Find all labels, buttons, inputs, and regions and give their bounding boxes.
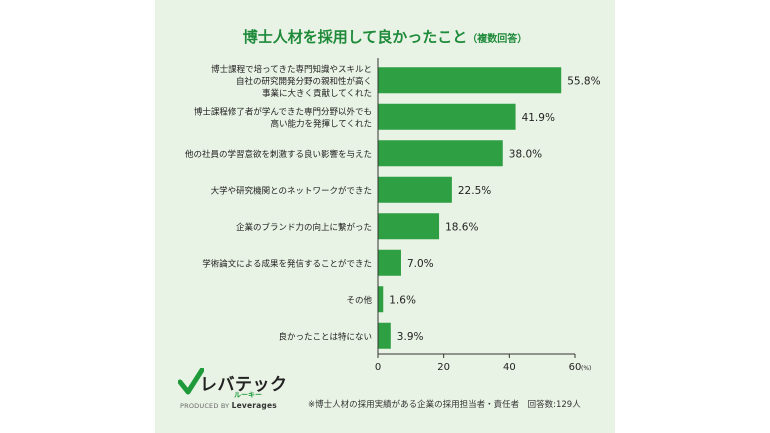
category-label: 学術論文による成果を発信することができた [202,258,372,269]
x-axis-unit: (%) [581,365,591,372]
category-label: 良かったことは特にない [278,331,372,342]
category-label: 博士課程修了者が学んできた専門分野以外でも [194,106,372,117]
data-label: 7.0% [407,258,434,270]
category-label: その他 [346,295,372,306]
checkmark-logo-icon [178,368,204,395]
chart-title-main: 博士人材を採用して良かったこと [243,28,468,46]
bar [378,249,401,276]
bar [378,67,562,94]
bar [378,286,384,313]
category-label: 他の社員の学習意欲を刺激する良い影響を与えた [185,149,372,160]
bar [378,322,391,349]
logo-produced-by: PRODUCED BY Leverages [180,401,277,410]
x-tick-label: 60 [569,362,582,373]
category-label: 企業のブランド力の向上に繋がった [236,222,372,233]
data-label: 38.0% [509,148,542,160]
category-label: 高い能力を発揮してくれた [271,118,373,129]
logo-sub: ルーキー [234,391,262,399]
data-label: 1.6% [389,294,416,306]
data-label: 3.9% [397,331,424,343]
footnote: ※博士人材の採用実績がある企業の採用担当者・責任者 回答数:129人 [308,400,581,410]
category-label: 事業に大きく貢献してくれた [262,88,372,99]
category-label: 自社の研究開発分野の親和性が高く [236,76,372,87]
x-tick-label: 40 [503,362,516,373]
data-label: 22.5% [458,185,491,197]
logo-brand: レバテック [200,375,288,395]
leverages-logo: レバテック ルーキー PRODUCED BY Leverages [178,368,288,413]
x-tick-label: 0 [375,362,381,373]
bar [378,213,440,240]
chart-title-note: （複数回答） [467,32,527,45]
category-label: 大学や研究機関とのネットワークができた [211,185,372,196]
bar [378,176,452,203]
data-label: 55.8% [567,75,600,87]
bar [378,103,516,130]
chart-title: 博士人材を採用して良かったこと（複数回答） [243,28,528,46]
data-label: 18.6% [445,221,478,233]
bar [378,140,503,167]
data-label: 41.9% [522,112,555,124]
category-label: 博士課程で培ってきた専門知識やスキルと [211,64,372,75]
x-tick-label: 20 [437,362,450,373]
